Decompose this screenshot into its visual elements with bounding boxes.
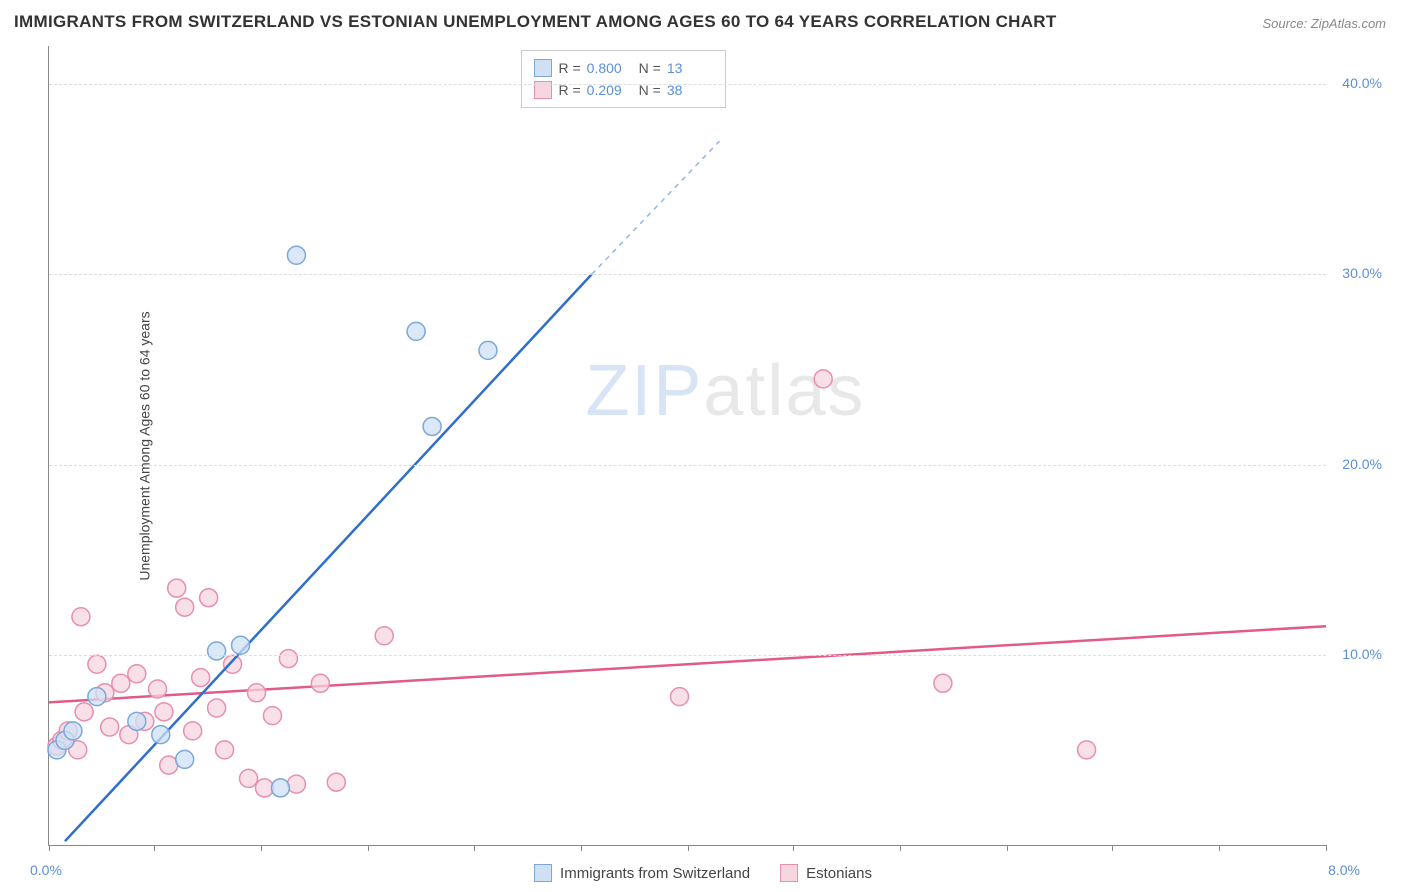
legend-item-series1: Immigrants from Switzerland (534, 864, 750, 882)
x-axis-max-label: 8.0% (1328, 862, 1360, 878)
legend-swatch-series2 (780, 864, 798, 882)
correlation-stats-box: R = 0.800 N = 13 R = 0.209 N = 38 (521, 50, 725, 108)
r-value-series1: 0.800 (587, 60, 633, 76)
chart-legend: Immigrants from Switzerland Estonians (534, 864, 872, 882)
chart-title: IMMIGRANTS FROM SWITZERLAND VS ESTONIAN … (14, 12, 1057, 32)
x-axis-origin-label: 0.0% (30, 862, 62, 878)
r-label: R = (558, 60, 580, 76)
legend-item-series2: Estonians (780, 864, 872, 882)
n-value-series1: 13 (667, 60, 713, 76)
n-label: N = (639, 60, 661, 76)
source-attribution: Source: ZipAtlas.com (1262, 16, 1386, 31)
stat-row-series1: R = 0.800 N = 13 (534, 57, 712, 79)
swatch-series1 (534, 59, 552, 77)
legend-label-series2: Estonians (806, 865, 872, 882)
chart-plot-area: ZIPatlas R = 0.800 N = 13 R = 0.209 N = … (48, 46, 1326, 846)
stat-row-series2: R = 0.209 N = 38 (534, 79, 712, 101)
legend-label-series1: Immigrants from Switzerland (560, 865, 750, 882)
legend-swatch-series1 (534, 864, 552, 882)
plot-svg (49, 46, 1326, 845)
